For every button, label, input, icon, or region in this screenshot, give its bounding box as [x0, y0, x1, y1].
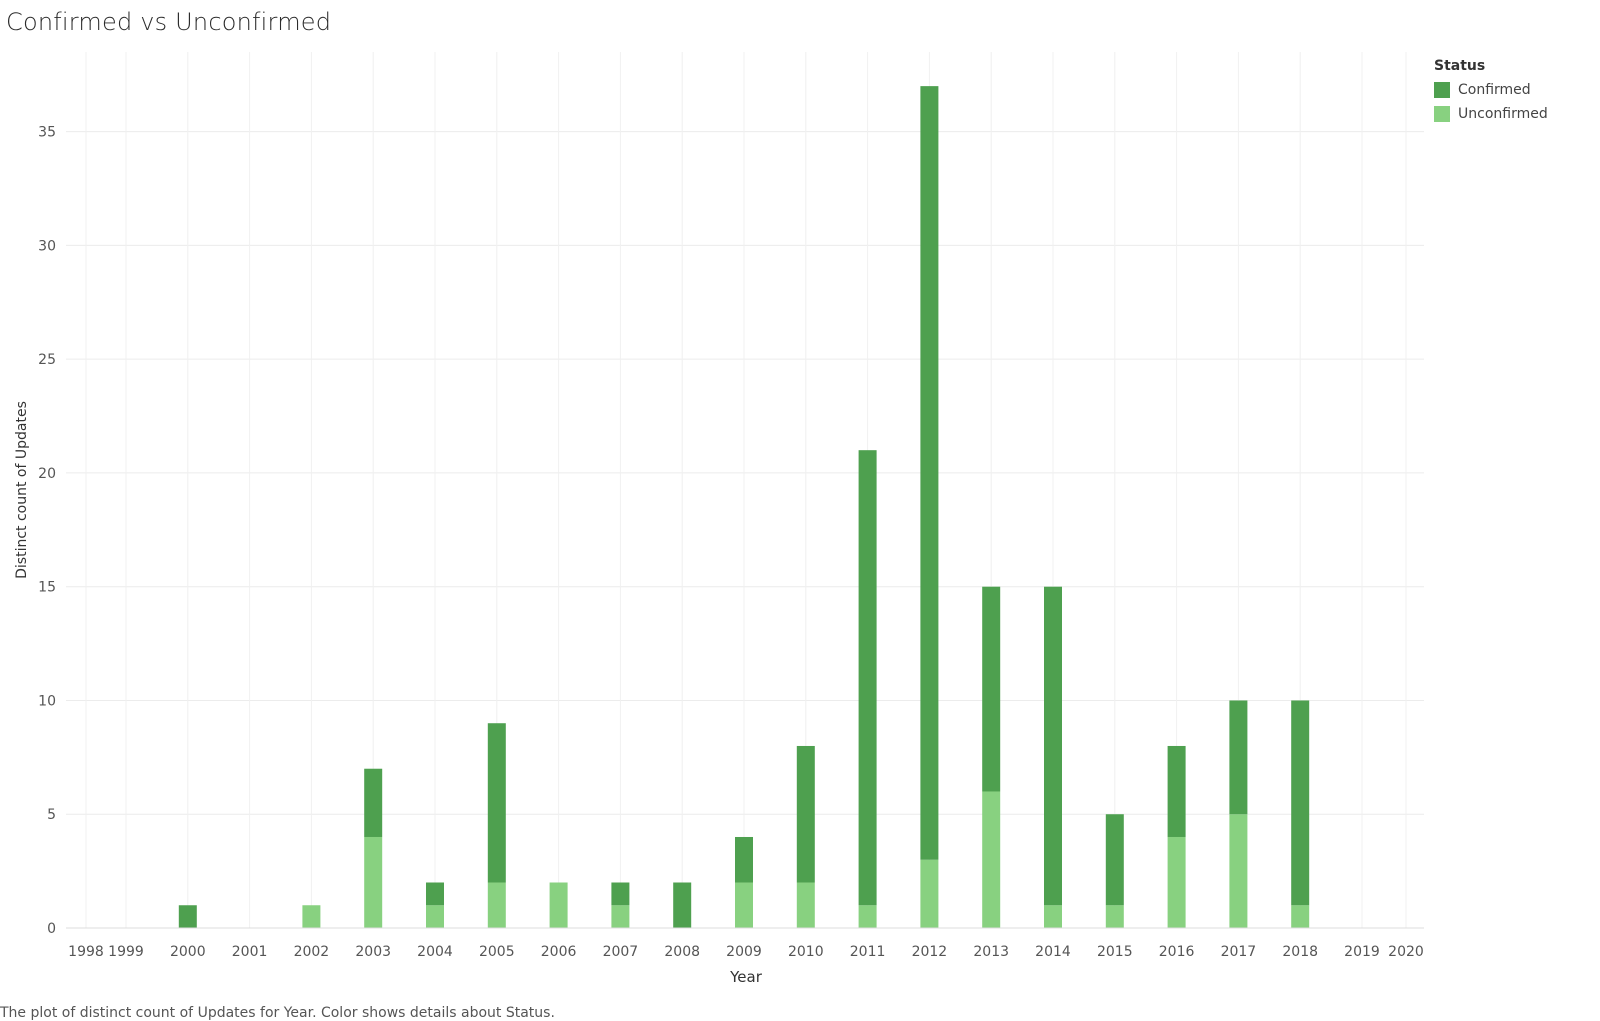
x-tick-label: 1998	[68, 944, 104, 960]
x-tick-label: 2019	[1344, 944, 1380, 960]
bar-confirmed-2016[interactable]	[1167, 745, 1186, 837]
x-tick-label: 2008	[664, 944, 700, 960]
bar-confirmed-2013[interactable]	[982, 586, 1001, 792]
legend-swatch-confirmed	[1434, 82, 1450, 98]
x-tick-label: 2001	[232, 944, 268, 960]
x-tick-label: 2011	[850, 944, 886, 960]
y-tick-label: 15	[38, 580, 56, 596]
y-tick-label: 25	[38, 352, 56, 368]
y-tick-label: 5	[47, 807, 56, 823]
legend-swatch-unconfirmed	[1434, 106, 1450, 122]
bar-unconfirmed-2009[interactable]	[735, 882, 753, 928]
x-tick-label: 2000	[170, 944, 206, 960]
bar-unconfirmed-2007[interactable]	[611, 905, 630, 928]
bar-confirmed-2017[interactable]	[1229, 700, 1248, 815]
y-axis-label: Distinct count of Updates	[14, 401, 30, 579]
bar-unconfirmed-2002[interactable]	[302, 905, 321, 928]
legend-label-confirmed: Confirmed	[1458, 82, 1531, 98]
x-tick-label: 2015	[1097, 944, 1133, 960]
x-tick-label: 2012	[912, 944, 948, 960]
legend-item-unconfirmed[interactable]: Unconfirmed	[1434, 102, 1548, 126]
x-tick-label: 2006	[541, 944, 577, 960]
bar-unconfirmed-2010[interactable]	[796, 882, 815, 928]
x-tick-label: 2014	[1035, 944, 1071, 960]
x-tick-label: 2002	[294, 944, 330, 960]
bar-unconfirmed-2005[interactable]	[487, 882, 506, 928]
x-tick-label: 2007	[603, 944, 639, 960]
bar-unconfirmed-2004[interactable]	[426, 905, 444, 928]
bar-confirmed-2005[interactable]	[487, 723, 506, 883]
x-axis-label: Year	[729, 968, 763, 986]
bar-unconfirmed-2012[interactable]	[920, 859, 939, 928]
y-tick-label: 10	[38, 693, 56, 709]
bar-confirmed-2000[interactable]	[178, 905, 197, 928]
y-tick-label: 20	[38, 466, 56, 482]
chart-caption: The plot of distinct count of Updates fo…	[0, 1005, 555, 1021]
legend: Status Confirmed Unconfirmed	[1434, 58, 1548, 126]
legend-label-unconfirmed: Unconfirmed	[1458, 106, 1548, 122]
y-tick-label: 35	[38, 125, 56, 141]
bar-confirmed-2003[interactable]	[364, 768, 383, 837]
y-tick-label: 30	[38, 238, 56, 254]
x-tick-label: 2013	[973, 944, 1009, 960]
grid-lines	[66, 52, 1424, 929]
x-tick-label: 1999	[108, 944, 144, 960]
legend-title: Status	[1434, 58, 1486, 74]
axes: 0 5 10 15 20 25 30 35 1998 1999 2000 2001 2002 2003 20…	[38, 125, 1424, 960]
x-tick-label: 2017	[1221, 944, 1257, 960]
bar-confirmed-2009[interactable]	[735, 836, 753, 883]
bar-chart: 0 5 10 15 20 25 30 35 1998 1999 2000 2001 2002 2003 20…	[14, 52, 1424, 986]
legend-item-confirmed[interactable]: Confirmed	[1434, 78, 1548, 102]
x-tick-label: 2005	[479, 944, 515, 960]
x-tick-label: 2009	[726, 944, 762, 960]
x-tick-label: 2016	[1159, 944, 1195, 960]
bar-confirmed-2007[interactable]	[611, 882, 630, 906]
bar-confirmed-2008[interactable]	[673, 882, 692, 928]
chart-title: Confirmed vs Unconfirmed	[6, 8, 332, 36]
bar-unconfirmed-2003[interactable]	[364, 836, 383, 928]
bar-unconfirmed-2017[interactable]	[1229, 814, 1248, 928]
bar-unconfirmed-2011[interactable]	[858, 905, 877, 928]
x-tick-label: 2020	[1388, 944, 1424, 960]
bar-confirmed-2015[interactable]	[1105, 814, 1124, 906]
bar-unconfirmed-2013[interactable]	[982, 791, 1001, 928]
bar-confirmed-2004[interactable]	[426, 882, 444, 906]
bars	[178, 86, 1310, 928]
bar-unconfirmed-2016[interactable]	[1167, 836, 1186, 928]
bar-unconfirmed-2006[interactable]	[549, 882, 568, 928]
bar-unconfirmed-2015[interactable]	[1105, 905, 1124, 928]
x-tick-label: 2018	[1282, 944, 1318, 960]
x-tick-label: 2010	[788, 944, 824, 960]
x-tick-label: 2004	[417, 944, 453, 960]
bar-unconfirmed-2014[interactable]	[1044, 905, 1062, 928]
bar-confirmed-2018[interactable]	[1291, 700, 1310, 906]
bar-confirmed-2012[interactable]	[920, 86, 939, 860]
bar-unconfirmed-2018[interactable]	[1291, 905, 1310, 928]
bar-confirmed-2011[interactable]	[858, 450, 877, 906]
bar-confirmed-2010[interactable]	[796, 745, 815, 883]
bar-confirmed-2014[interactable]	[1044, 586, 1062, 906]
x-tick-label: 2003	[355, 944, 391, 960]
y-tick-label: 0	[47, 921, 56, 937]
